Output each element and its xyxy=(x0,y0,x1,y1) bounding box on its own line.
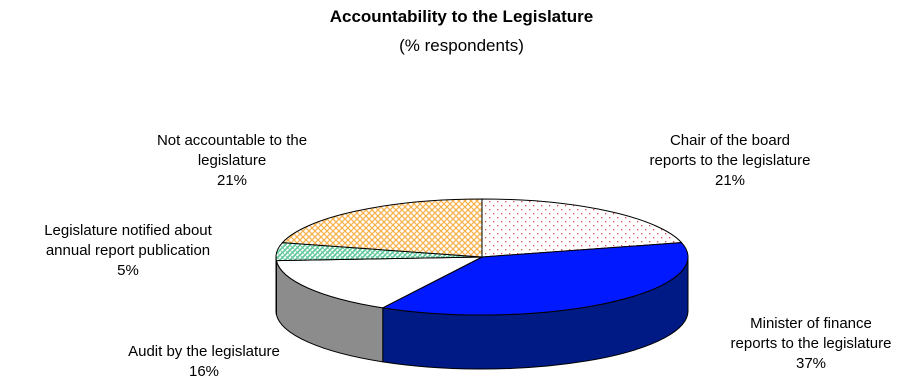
chart-subtitle: (% respondents) xyxy=(399,36,524,55)
slice-label-audit-by-legislature: Audit by the legislature 16% xyxy=(96,342,312,382)
slice-label-minister-of-finance: Minister of finance reports to the legisl… xyxy=(702,314,920,374)
slice-label-not-accountable: Not accountable to the legislature 21% xyxy=(122,131,342,191)
chart-title: Accountability to the Legislature xyxy=(329,7,594,26)
slice-value-label: 21% xyxy=(216,172,248,189)
pie-slice-audit-by-legislature xyxy=(275,256,483,309)
slice-label-line: Minister of finance xyxy=(750,315,872,332)
slice-label-line: reports to the legislature xyxy=(730,335,892,352)
slice-label-line: reports to the legislature xyxy=(649,152,811,169)
slice-value-label: 37% xyxy=(795,355,827,372)
pie-slice-chair-of-board xyxy=(481,198,683,258)
pie-slice-not-accountable xyxy=(281,198,483,258)
slice-value-label: 16% xyxy=(188,363,220,380)
slice-label-line: Chair of the board xyxy=(669,132,791,149)
slice-label-legislature-notified: Legislature notified about annual report … xyxy=(8,221,248,281)
slice-label-line: Audit by the legislature xyxy=(128,343,280,360)
pie-slice-minister-of-finance xyxy=(381,242,689,316)
slice-value-label: 21% xyxy=(714,172,746,189)
slice-label-line: legislature xyxy=(197,152,267,169)
slice-label-line: annual report publication xyxy=(45,242,211,259)
slice-value-label: 5% xyxy=(117,262,139,279)
slice-label-chair-of-board: Chair of the board reports to the legisla… xyxy=(610,131,850,191)
slice-label-line: Not accountable to the xyxy=(156,132,308,149)
slice-label-line: Legislature notified about xyxy=(44,222,212,239)
